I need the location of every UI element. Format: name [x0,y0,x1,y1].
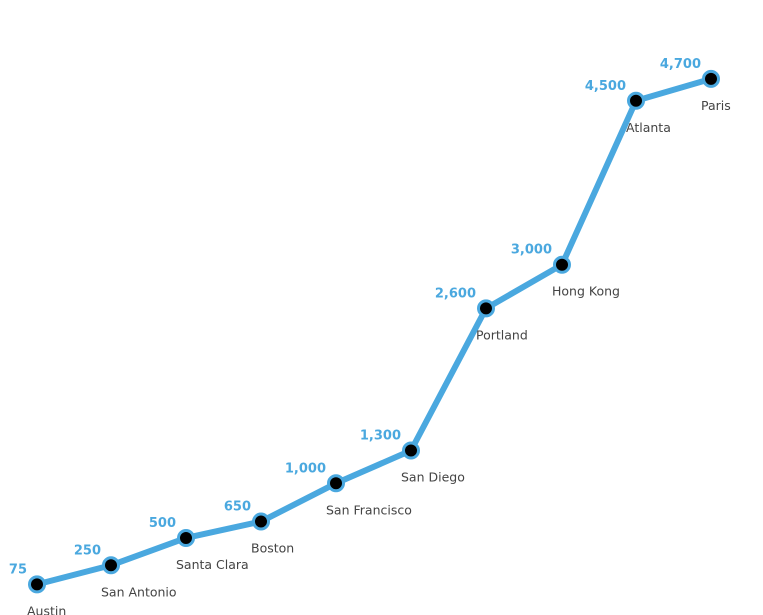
category-label-3: Boston [251,541,294,556]
value-label-5: 1,300 [360,429,401,444]
value-label-0: 75 [9,562,27,577]
category-label-1: San Antonio [101,584,177,599]
value-label-7: 3,000 [511,243,552,258]
value-label-2: 500 [149,516,176,531]
category-label-0: Austin [27,603,66,615]
data-point-3 [252,512,270,531]
data-point-7 [553,255,571,274]
value-label-1: 250 [74,543,101,558]
category-label-4: San Francisco [326,502,412,517]
data-point-1 [102,556,120,575]
data-point-5 [402,441,420,460]
data-point-8 [627,91,645,110]
category-label-7: Hong Kong [552,284,620,299]
category-label-6: Portland [476,327,528,342]
value-label-6: 2,600 [435,286,476,301]
data-point-4 [327,474,345,493]
data-point-6 [477,299,495,318]
value-label-8: 4,500 [585,79,626,94]
series-line [34,75,714,588]
data-point-2 [177,528,195,547]
data-point-9 [702,69,720,88]
data-point-0 [28,575,46,594]
value-label-9: 4,700 [660,57,701,72]
category-label-5: San Diego [401,470,465,485]
value-label-4: 1,000 [285,461,326,476]
value-label-3: 650 [224,500,251,515]
category-label-8: Atlanta [626,120,671,135]
category-label-9: Paris [701,98,731,113]
category-label-2: Santa Clara [176,557,249,572]
